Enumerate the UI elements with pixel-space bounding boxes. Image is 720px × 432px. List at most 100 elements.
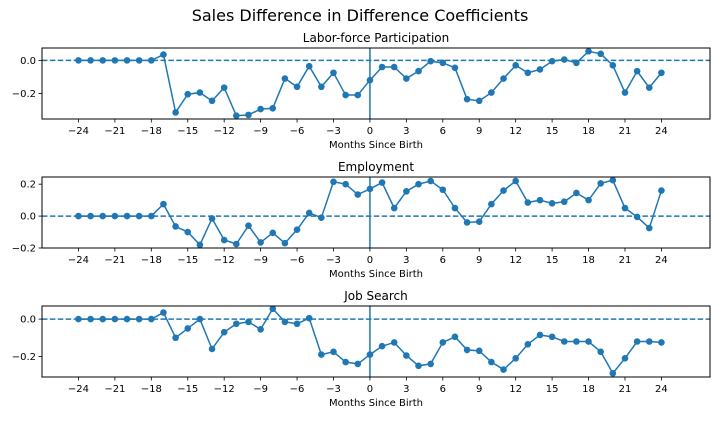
data-point [208, 215, 216, 222]
data-point [403, 75, 410, 82]
data-point [172, 223, 179, 230]
data-point [123, 212, 131, 220]
data-point [366, 351, 374, 358]
data-point [318, 83, 325, 91]
panel-title: Employment [338, 160, 414, 174]
x-tick-label: 6 [440, 126, 446, 137]
x-tick-label: −12 [214, 384, 235, 395]
data-point [512, 177, 519, 185]
data-point [585, 196, 592, 204]
data-point [597, 180, 604, 187]
x-tick-label: −24 [68, 126, 89, 137]
data-point [318, 351, 325, 358]
x-tick-label: 12 [509, 126, 522, 137]
x-tick-label: 24 [655, 384, 668, 395]
data-point [99, 57, 107, 64]
data-point [99, 315, 107, 323]
x-tick-label: 9 [476, 126, 482, 137]
x-tick-label: 12 [509, 255, 522, 266]
data-point [415, 180, 422, 188]
data-point [208, 97, 216, 105]
x-tick-label: −6 [290, 255, 305, 266]
x-tick-label: 18 [582, 126, 595, 137]
data-point [123, 57, 131, 64]
panel-1: Labor-force Participation −24 −21 −18 −15 −12… [12, 31, 711, 151]
data-point [135, 212, 143, 220]
data-point [111, 57, 119, 64]
data-point [403, 188, 410, 195]
y-tick-label: −0.2 [12, 244, 36, 255]
data-point [427, 57, 434, 65]
y-tick-label: 0.0 [20, 315, 36, 326]
data-point [488, 89, 495, 96]
data-point [281, 75, 289, 82]
data-point [208, 345, 216, 353]
data-point [220, 84, 228, 91]
data-point [172, 109, 179, 116]
data-point [609, 62, 617, 69]
x-tick-label: 0 [367, 255, 373, 266]
data-point [403, 352, 410, 359]
data-point [390, 339, 398, 346]
data-point [609, 176, 617, 184]
data-point [536, 66, 544, 73]
x-axis-label: Months Since Birth [329, 140, 423, 151]
x-tick-label: −24 [68, 384, 89, 395]
data-point [451, 204, 459, 212]
x-tick-label: −12 [214, 126, 235, 137]
x-tick-label: 0 [367, 126, 373, 137]
data-point [184, 90, 192, 98]
data-point [293, 320, 301, 328]
data-point [196, 89, 204, 96]
data-point [87, 57, 94, 64]
x-tick-label: 12 [509, 384, 522, 395]
x-tick-label: −24 [68, 255, 89, 266]
x-tick-label: −15 [177, 384, 198, 395]
y-tick-label: 0.0 [20, 56, 36, 67]
panel-3: Job Search −24 −21 −18 −15 −12 −9 −6 −3 0 3 6 9 12 15 1… [12, 289, 711, 409]
panel-title: Job Search [343, 289, 408, 303]
data-point [87, 212, 94, 220]
x-tick-label: 21 [619, 255, 632, 266]
data-point [342, 91, 349, 99]
x-tick-label: −6 [290, 384, 305, 395]
data-point [512, 62, 519, 69]
x-tick-label: 3 [403, 384, 409, 395]
data-point [439, 59, 447, 67]
x-tick-label: −18 [141, 384, 162, 395]
data-point [463, 346, 471, 354]
data-point [330, 348, 337, 356]
data-point [87, 315, 94, 323]
plot-frame [41, 176, 711, 249]
data-point [75, 212, 82, 220]
data-point [524, 341, 532, 348]
x-tick-label: 6 [440, 255, 446, 266]
x-tick-label: 0 [367, 384, 373, 395]
data-point [342, 358, 349, 366]
data-point [305, 314, 313, 322]
data-point [415, 67, 422, 75]
y-tick-label: 0.2 [20, 180, 36, 191]
data-point [366, 185, 374, 193]
data-point [585, 48, 592, 55]
data-point [245, 222, 252, 229]
data-point [305, 209, 313, 217]
data-point [354, 91, 362, 99]
data-point [500, 366, 507, 373]
x-tick-label: 3 [403, 255, 409, 266]
x-tick-label: 9 [476, 384, 482, 395]
data-point [233, 320, 240, 328]
x-axis-label: Months Since Birth [329, 398, 423, 409]
data-point [75, 315, 82, 323]
x-axis-label: Months Since Birth [329, 269, 423, 280]
plot-frame [41, 47, 711, 120]
data-point [330, 178, 337, 186]
data-point [172, 334, 179, 342]
data-point [378, 63, 386, 71]
x-tick-label: −6 [290, 126, 305, 137]
data-point [633, 213, 641, 221]
x-tick-label: −15 [177, 255, 198, 266]
data-point [135, 315, 143, 323]
data-point [305, 62, 313, 70]
x-tick-label: 3 [403, 126, 409, 137]
